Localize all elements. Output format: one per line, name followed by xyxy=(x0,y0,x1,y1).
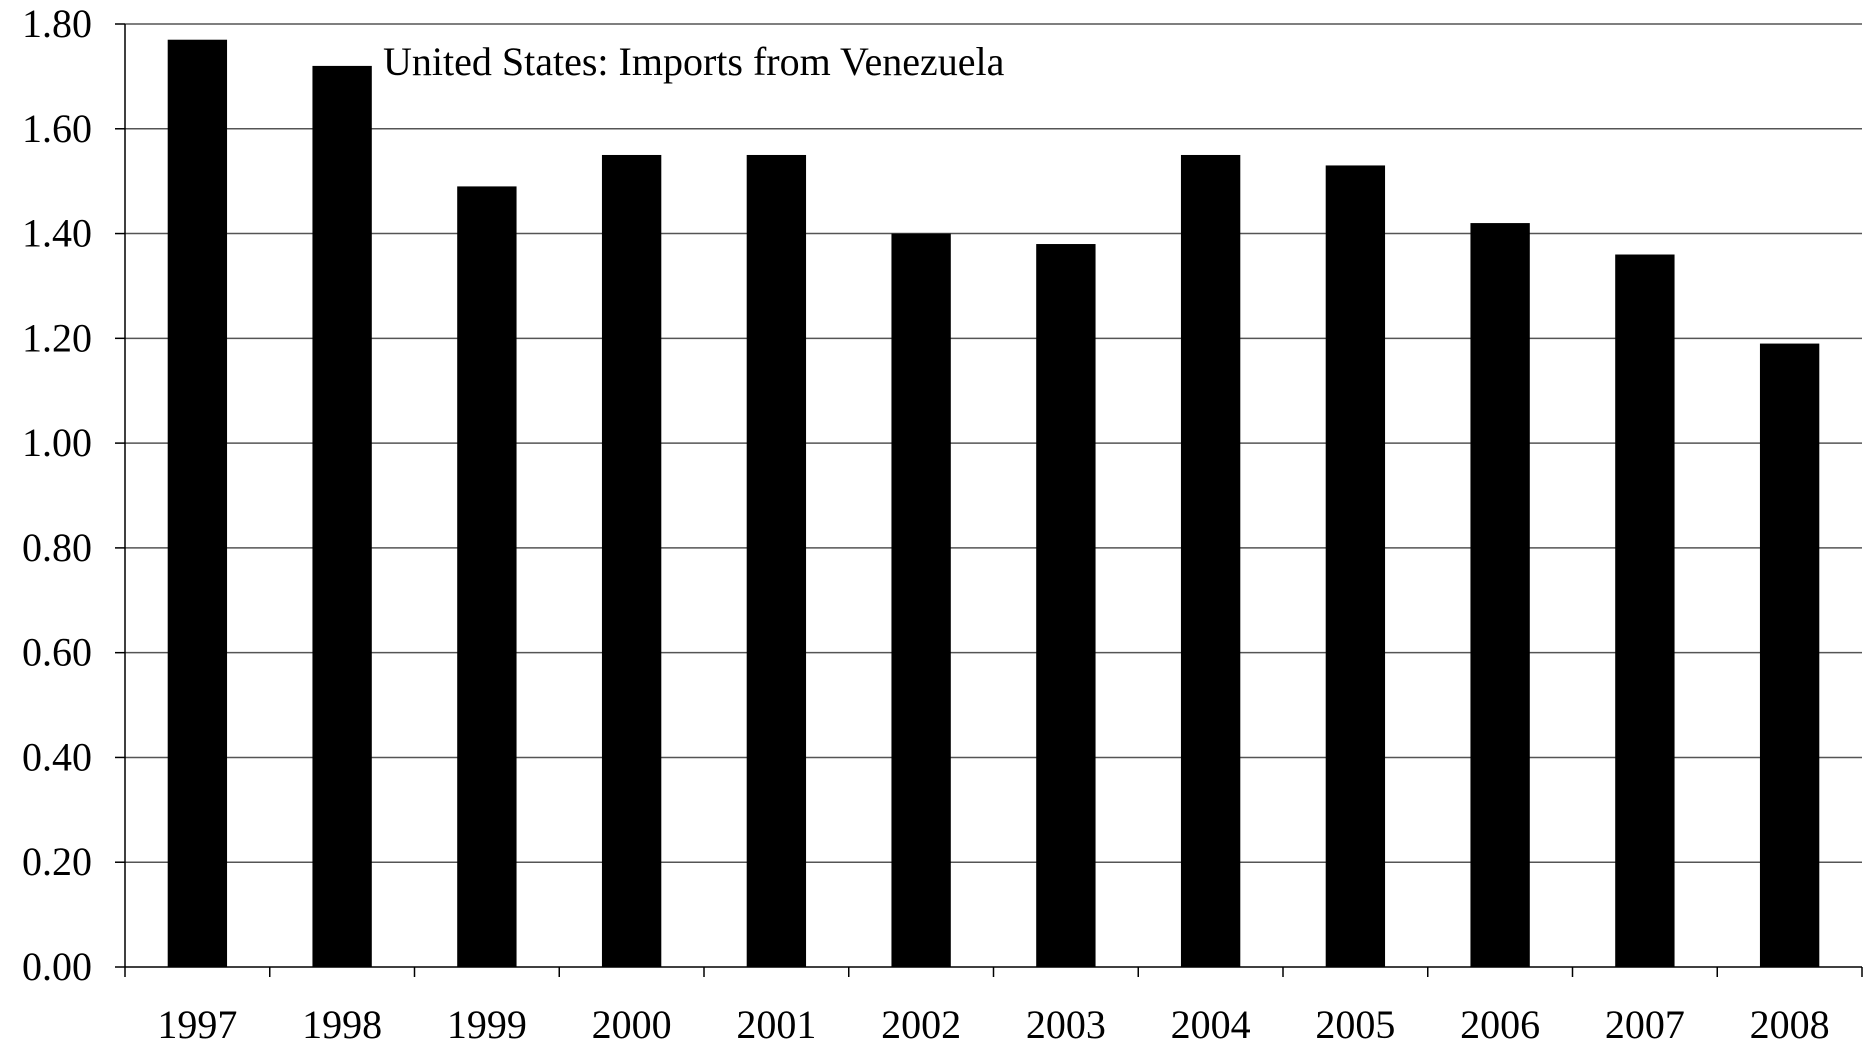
bar-2000 xyxy=(601,154,662,967)
y-tick-label: 0.80 xyxy=(22,525,92,570)
bar-1997 xyxy=(167,39,228,967)
y-tick-label: 1.40 xyxy=(22,211,92,256)
bar-2006 xyxy=(1470,223,1530,968)
y-tick-label: 0.60 xyxy=(22,630,92,675)
bars xyxy=(167,39,1820,968)
bar-2003 xyxy=(1036,244,1096,968)
x-tick-label: 2004 xyxy=(1171,1002,1251,1042)
x-tick-label: 2002 xyxy=(881,1002,961,1042)
bar-2008 xyxy=(1759,343,1820,967)
x-tick-label: 2000 xyxy=(592,1002,672,1042)
x-tick-label: 1998 xyxy=(302,1002,382,1042)
bar-1999 xyxy=(457,186,517,968)
axes xyxy=(115,23,1863,977)
bar-2005 xyxy=(1325,165,1386,967)
bar-2004 xyxy=(1180,154,1241,967)
y-tick-label: 0.20 xyxy=(22,839,92,884)
y-tick-label: 0.40 xyxy=(22,734,92,779)
bar-2007 xyxy=(1615,254,1675,967)
x-tick-label: 2006 xyxy=(1460,1002,1540,1042)
bar-1998 xyxy=(312,65,372,967)
x-tick-label: 2001 xyxy=(736,1002,816,1042)
x-tick-label: 2005 xyxy=(1315,1002,1395,1042)
bar-2002 xyxy=(891,233,951,968)
y-tick-label: 1.20 xyxy=(22,315,92,360)
x-tick-label: 2003 xyxy=(1026,1002,1106,1042)
y-tick-label: 1.00 xyxy=(22,420,92,465)
y-tick-label: 0.00 xyxy=(22,944,92,989)
x-tick-label: 1999 xyxy=(447,1002,527,1042)
y-tick-labels: 0.00 0.20 0.40 0.60 0.80 1.00 1.20 1.40 1.60 1.80 xyxy=(22,1,92,989)
y-tick-label: 1.80 xyxy=(22,1,92,46)
y-tick-label: 1.60 xyxy=(22,106,92,151)
x-tick-labels: 1997 1998 1999 2000 2001 2002 2003 2004 2005 2006… xyxy=(157,1002,1829,1042)
x-tick-label: 2007 xyxy=(1605,1002,1685,1042)
x-tick-label: 1997 xyxy=(157,1002,237,1042)
bar-2001 xyxy=(746,154,807,967)
x-tick-label: 2008 xyxy=(1750,1002,1830,1042)
chart-title: United States: Imports from Venezuela xyxy=(383,39,1005,84)
gridlines xyxy=(125,23,1862,863)
